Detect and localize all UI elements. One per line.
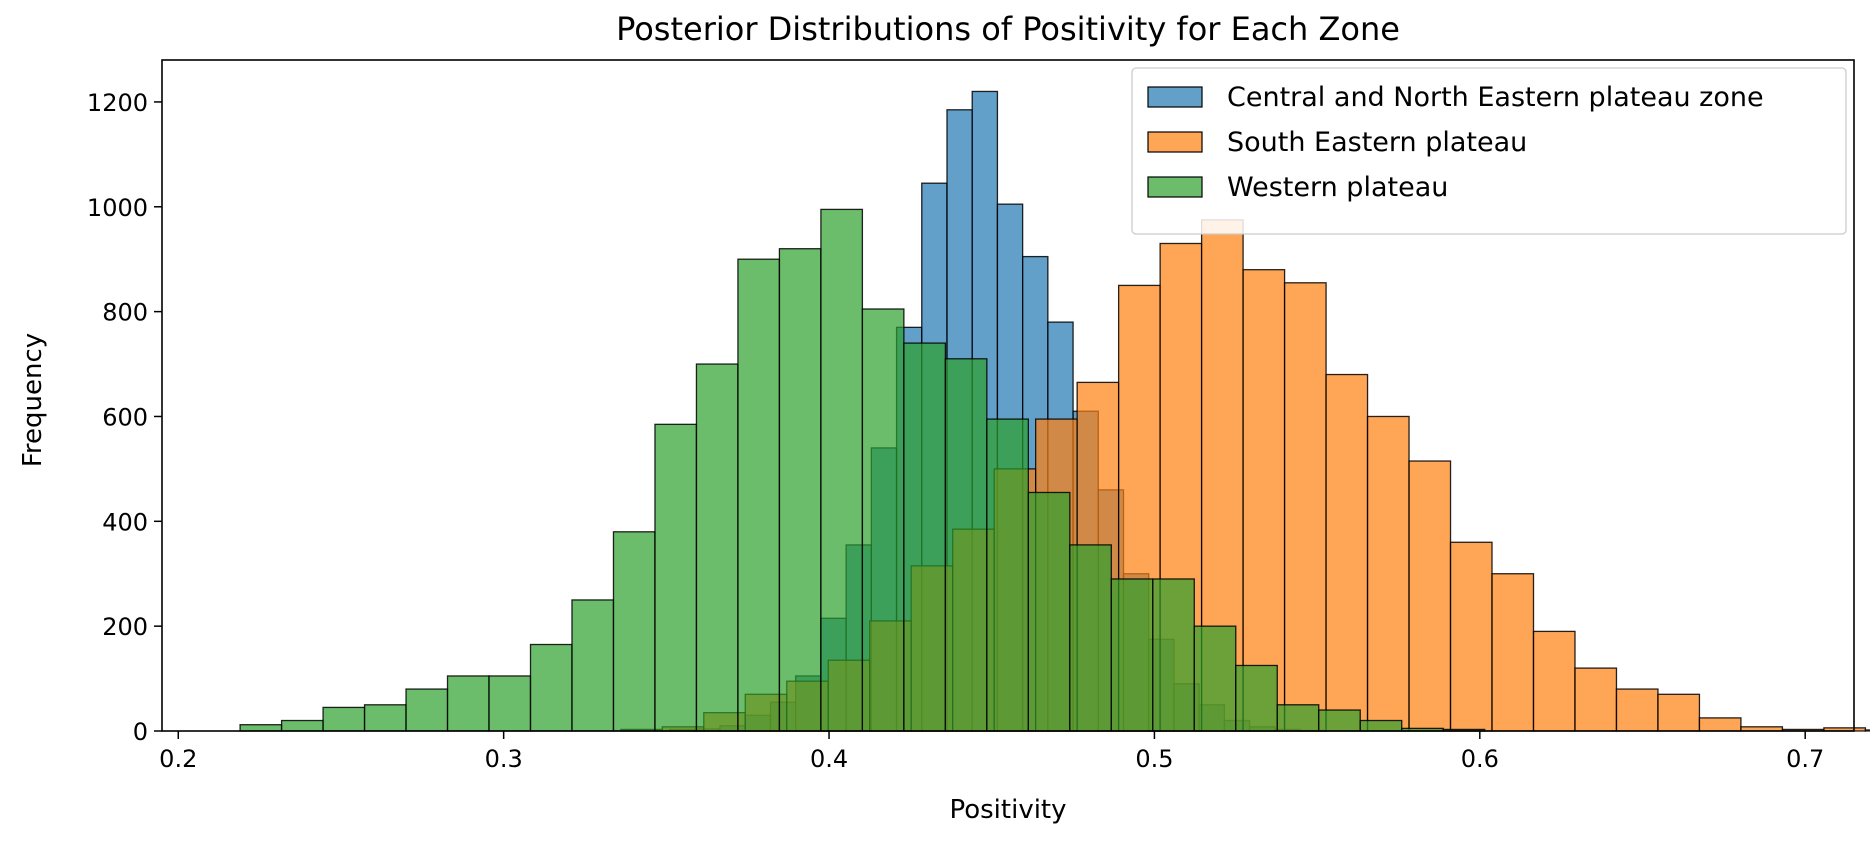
y-tick-label: 0 [133,718,148,746]
x-tick-label: 0.4 [810,745,848,773]
histogram-bar [1110,578,1154,732]
legend: Central and North Eastern plateau zone So… [1131,67,1847,235]
histogram-bar [1449,541,1493,732]
histogram-bar [1491,573,1535,732]
histogram-bar [820,208,864,732]
x-tick-label: 0.6 [1461,745,1499,773]
histogram-bar [1359,719,1403,732]
legend-label: Western plateau [1227,172,1448,203]
histogram-bar [1408,460,1452,732]
histogram-bar [1152,578,1195,732]
legend-box [1131,67,1847,235]
histogram-bar [529,643,573,732]
histogram-bar [861,308,905,732]
histogram-bar [1027,491,1071,732]
histogram-bar [363,704,407,732]
histogram-bar [654,423,698,732]
histogram-bar [1864,729,1870,732]
histogram-bar [1235,664,1278,732]
y-tick-label: 200 [102,613,148,641]
x-tick-label: 0.5 [1135,745,1173,773]
histogram-bar [737,258,781,732]
histogram-bar [1193,625,1237,732]
histogram-bar [1069,544,1112,732]
chart-title: Posterior Distributions of Positivity fo… [616,10,1400,48]
y-tick-label: 400 [102,508,148,536]
histogram-bar [1318,709,1361,732]
histogram-bar [778,248,822,732]
y-tick-label: 1000 [87,194,148,222]
histogram-bar [1698,717,1742,732]
histogram-bar [446,675,490,732]
histogram-bar [695,363,739,732]
legend-label: Central and North Eastern plateau zone [1227,82,1764,113]
histogram-bar [405,688,449,732]
y-axis: 0 200 400 600 800 1000 1200 [87,89,162,746]
plot-frame [161,59,1855,732]
histogram-bar [239,724,283,732]
x-axis: 0.2 0.3 0.4 0.5 0.6 0.7 [159,731,1824,773]
x-axis-label: Positivity [949,795,1066,825]
legend-swatch [1147,86,1203,108]
histogram-bar [1657,693,1701,732]
x-tick-label: 0.2 [159,745,197,773]
x-tick-label: 0.3 [485,745,523,773]
histogram-bar [1574,667,1618,732]
histogram-bar [322,706,366,732]
histogram-bar [1242,269,1286,732]
histogram-bar [571,599,615,732]
histogram-bar [944,358,988,732]
histogram-bar [986,418,1029,732]
histogram-bar [1366,415,1410,732]
legend-swatch [1147,176,1203,198]
bars-layer [239,90,1870,732]
legend-label: South Eastern plateau [1227,127,1527,158]
histogram-bar [903,342,947,732]
legend-swatch [1147,131,1203,153]
histogram-bar [488,675,532,732]
histogram-bar [1283,282,1327,732]
series-3-bars [239,208,1486,732]
histogram-bar [612,531,656,732]
histogram-bar [1615,688,1659,732]
x-tick-label: 0.7 [1786,745,1824,773]
histogram-bar [1325,373,1369,732]
histogram-bar [280,719,324,732]
histogram-bar [1276,704,1320,732]
y-tick-label: 800 [102,299,148,327]
y-tick-label: 1200 [87,89,148,117]
y-tick-label: 600 [102,403,148,431]
histogram-bar [1532,630,1576,732]
y-axis-label: Frequency [18,333,48,467]
